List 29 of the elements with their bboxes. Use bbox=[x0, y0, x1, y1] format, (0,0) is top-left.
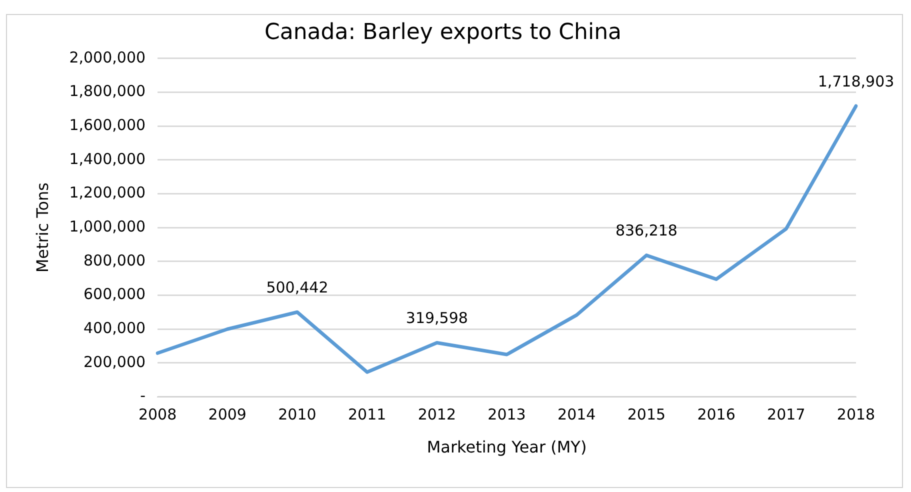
x-tick-label: 2017 bbox=[767, 406, 806, 424]
x-axis-title: Marketing Year (MY) bbox=[426, 438, 587, 457]
y-tick-label: 2,000,000 bbox=[69, 48, 146, 66]
data-label: 1,718,903 bbox=[818, 72, 894, 90]
x-tick-label: 2008 bbox=[138, 406, 177, 424]
x-tick-label: 2018 bbox=[836, 406, 876, 424]
y-tick-label: 200,000 bbox=[84, 352, 146, 371]
data-label: 319,598 bbox=[406, 309, 468, 328]
x-tick-label: 2010 bbox=[278, 406, 316, 424]
x-tick-label: 2013 bbox=[488, 406, 526, 424]
x-tick-label: 2016 bbox=[697, 406, 736, 424]
chart-title: Canada: Barley exports to China bbox=[264, 20, 622, 45]
y-tick-label: 400,000 bbox=[84, 319, 146, 338]
data-label: 500,442 bbox=[266, 278, 328, 297]
x-tick-label: 2015 bbox=[627, 406, 666, 424]
y-axis-title: Metric Tons bbox=[32, 182, 52, 273]
x-tick-label: 2009 bbox=[208, 406, 246, 424]
y-tick-label: 1,400,000 bbox=[69, 150, 146, 168]
y-tick-label: - bbox=[140, 386, 146, 405]
y-tick-label: 1,200,000 bbox=[69, 184, 146, 202]
x-tick-label: 2014 bbox=[558, 406, 596, 424]
x-tick-label: 2011 bbox=[348, 406, 386, 424]
y-tick-label: 1,600,000 bbox=[69, 116, 146, 134]
x-tick-label: 2012 bbox=[418, 406, 456, 424]
data-label: 836,218 bbox=[615, 222, 678, 240]
y-tick-label: 600,000 bbox=[84, 285, 146, 304]
y-tick-label: 1,000,000 bbox=[69, 217, 146, 236]
y-tick-label: 1,800,000 bbox=[69, 82, 146, 100]
y-tick-label: 800,000 bbox=[84, 251, 146, 270]
